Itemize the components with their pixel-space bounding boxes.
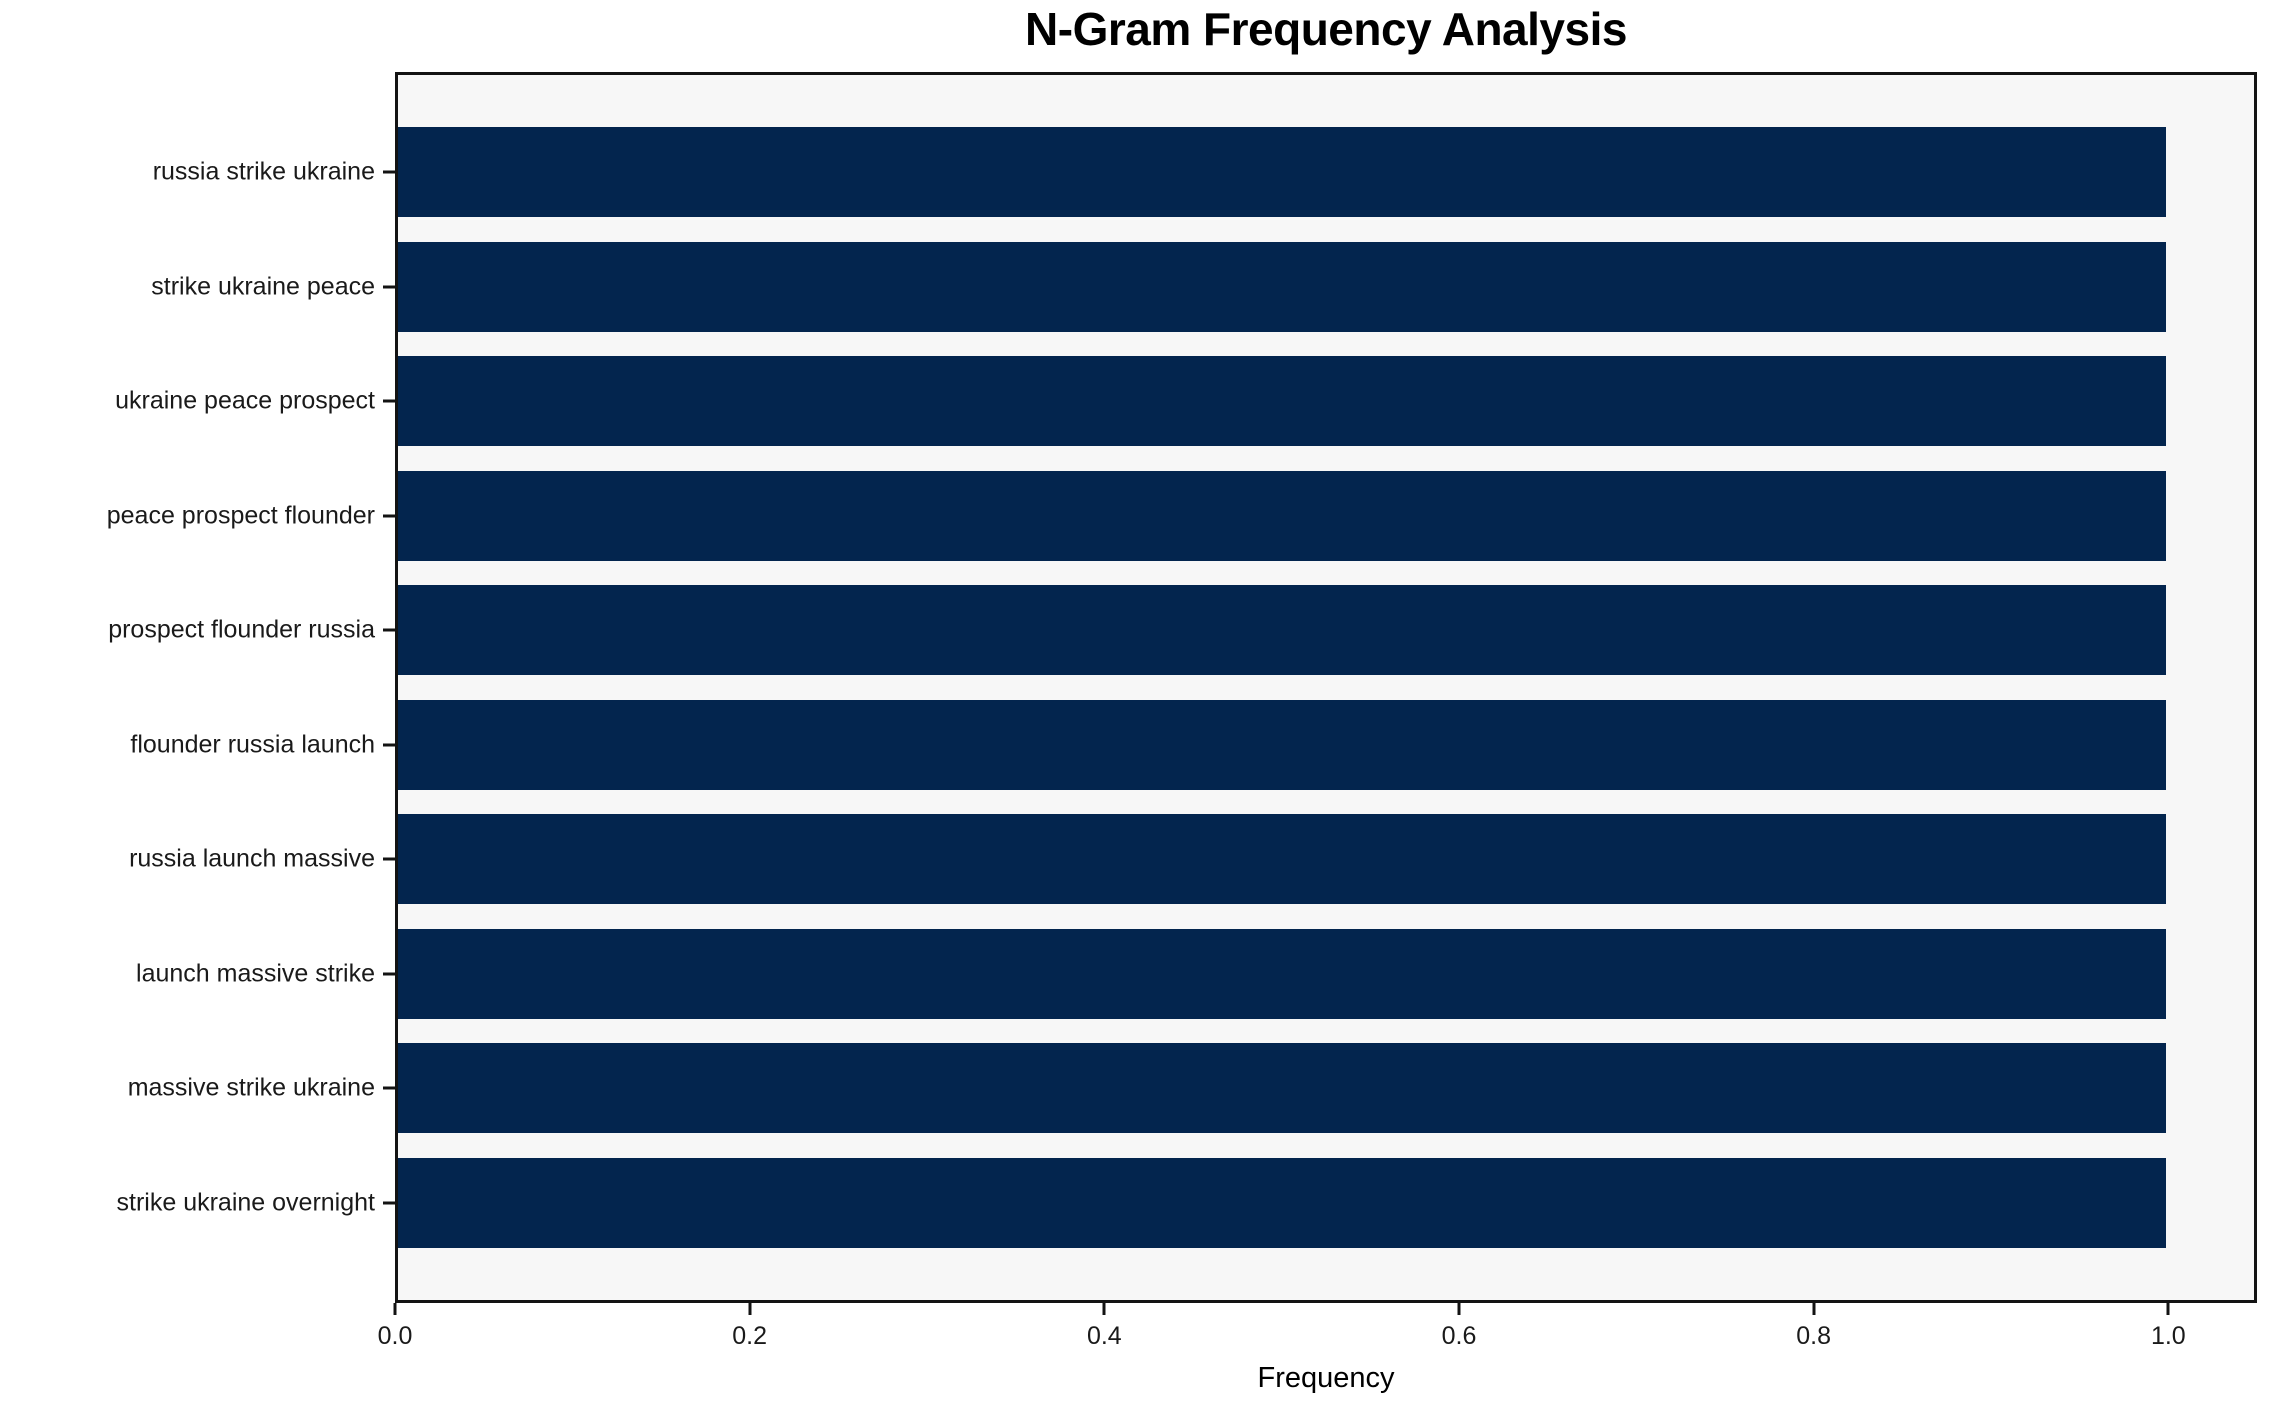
y-tick-label: strike ukraine overnight [116, 1188, 375, 1217]
y-tick-label: strike ukraine peace [151, 272, 375, 301]
x-tick-mark [2166, 1303, 2170, 1315]
y-tick-label: ukraine peace prospect [115, 386, 375, 415]
bar [398, 928, 2166, 1019]
y-tick-mark [383, 170, 395, 174]
y-tick-mark [383, 743, 395, 747]
x-tick-label: 0.2 [732, 1322, 768, 1350]
x-tick-mark [1102, 1303, 1106, 1315]
y-tick-label: russia strike ukraine [152, 157, 375, 186]
y-tick-mark [383, 857, 395, 861]
bar [398, 241, 2166, 332]
plot-area [395, 72, 2257, 1303]
x-tick-mark [748, 1303, 752, 1315]
bar [398, 699, 2166, 790]
x-tick-label: 1.0 [2150, 1322, 2186, 1350]
bar [398, 470, 2166, 561]
y-tick-label: russia launch massive [129, 844, 375, 873]
chart-title: N-Gram Frequency Analysis [1025, 3, 1627, 55]
y-tick-mark [383, 1086, 395, 1090]
y-tick-label: peace prospect flounder [106, 501, 375, 530]
bar [398, 127, 2166, 217]
bar [398, 585, 2166, 676]
x-tick-label: 0.4 [1086, 1322, 1122, 1350]
y-tick-label: massive strike ukraine [127, 1073, 375, 1102]
x-tick-mark [1457, 1303, 1461, 1315]
bar [398, 1043, 2166, 1134]
y-tick-label: prospect flounder russia [108, 615, 375, 644]
y-tick-mark [383, 399, 395, 403]
bar [398, 814, 2166, 905]
y-tick-mark [383, 628, 395, 632]
x-tick-mark [393, 1303, 397, 1315]
y-tick-mark [383, 285, 395, 289]
x-tick-label: 0.6 [1441, 1322, 1477, 1350]
y-tick-mark [383, 1201, 395, 1205]
x-tick-mark [1812, 1303, 1816, 1315]
y-tick-mark [383, 972, 395, 976]
bar [398, 1158, 2166, 1248]
y-tick-label: flounder russia launch [130, 730, 375, 759]
x-axis-label: Frequency [1257, 1362, 1395, 1394]
y-tick-mark [383, 514, 395, 518]
y-tick-label: launch massive strike [136, 959, 375, 988]
x-tick-label: 0.0 [377, 1322, 413, 1350]
x-tick-label: 0.8 [1796, 1322, 1832, 1350]
bar [398, 356, 2166, 447]
